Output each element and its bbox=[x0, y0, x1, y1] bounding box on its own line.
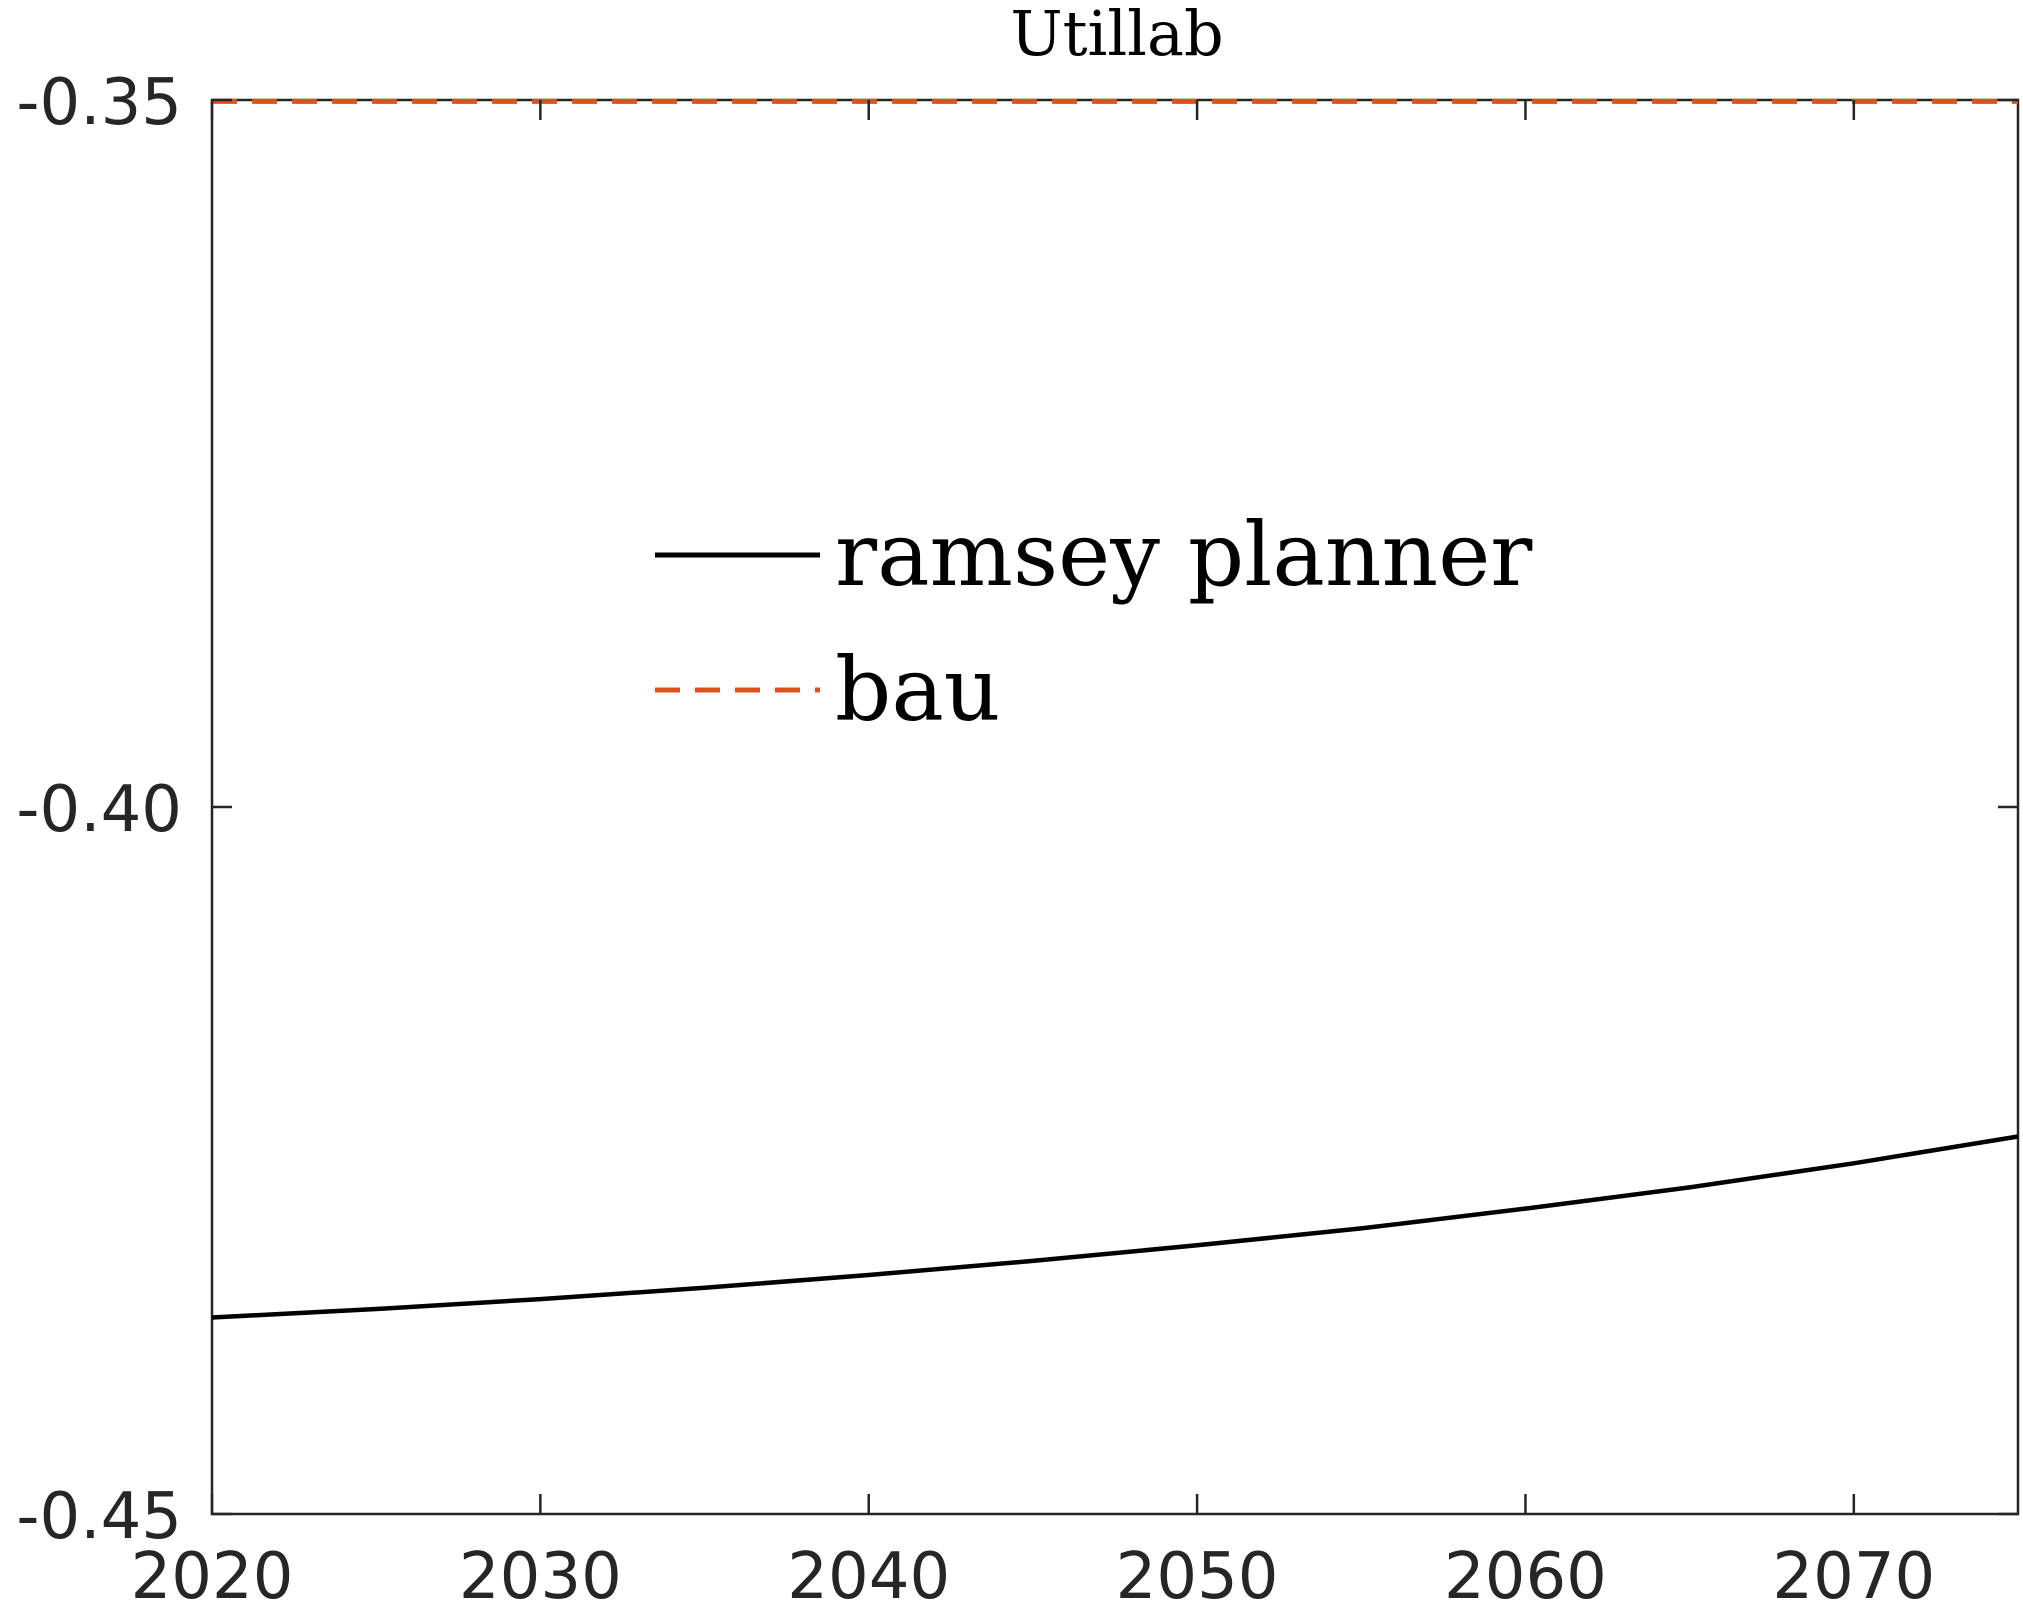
x-tick-label: 2060 bbox=[1444, 1540, 1607, 1613]
y-axis: -0.45 -0.40 -0.35 bbox=[16, 66, 2018, 1554]
y-tick-label: -0.45 bbox=[16, 1480, 182, 1554]
x-tick-label: 2070 bbox=[1772, 1540, 1935, 1613]
y-tick-label: -0.35 bbox=[16, 66, 182, 140]
x-tick-label: 2050 bbox=[1116, 1540, 1279, 1613]
x-tick-label: 2020 bbox=[131, 1540, 294, 1613]
x-tick-label: 2040 bbox=[787, 1540, 950, 1613]
legend: ramsey planner bau bbox=[655, 503, 1533, 741]
legend-label-bau: bau bbox=[835, 638, 1000, 741]
y-tick-label: -0.40 bbox=[16, 773, 182, 847]
chart-title: Utillab bbox=[1010, 0, 1223, 70]
x-axis: 2020 2030 2040 2050 2060 2070 bbox=[131, 100, 1935, 1613]
legend-label-ramsey-planner: ramsey planner bbox=[835, 503, 1533, 606]
x-tick-label: 2030 bbox=[459, 1540, 622, 1613]
series-line-ramsey-planner bbox=[211, 1134, 2019, 1320]
plot-area bbox=[210, 98, 2020, 1516]
